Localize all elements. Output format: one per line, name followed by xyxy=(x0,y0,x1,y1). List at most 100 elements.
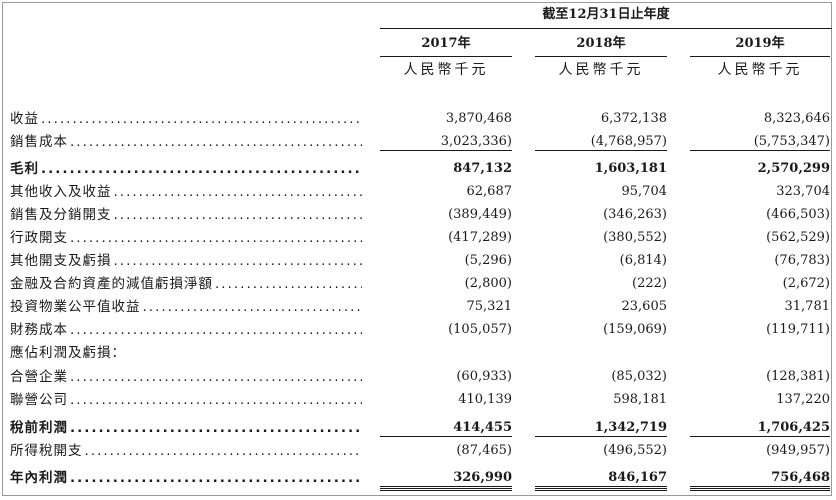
value-cell: 1,342,719 xyxy=(594,420,667,435)
row-label-text: 合營企業 xyxy=(10,369,70,385)
dot-leader: ........................................… xyxy=(70,322,362,338)
value-cell: 62,687 xyxy=(466,184,513,199)
value-cell: 3,023,336) xyxy=(440,134,512,149)
row-label: 行政開支....................................… xyxy=(10,227,362,249)
row-label: 毛利......................................… xyxy=(10,158,362,180)
value-cell: (222) xyxy=(632,276,667,291)
row-label-text: 應佔利潤及虧損： xyxy=(10,345,128,361)
subtotal-rule xyxy=(380,486,512,487)
subtotal-rule xyxy=(535,486,667,487)
row-label: 應佔利潤及虧損： xyxy=(10,342,362,364)
value-cell: (119,711) xyxy=(766,322,830,337)
value-cell: 75,321 xyxy=(466,299,513,314)
value-cell: (60,933) xyxy=(456,369,512,384)
table-row: 財務成本....................................… xyxy=(0,319,836,341)
dot-leader: ........................................… xyxy=(113,207,363,223)
year-rule xyxy=(690,56,830,57)
total-double-rule xyxy=(690,488,830,491)
row-label: 銷售及分銷開支.................................… xyxy=(10,204,362,226)
dot-leader: ........................................… xyxy=(142,299,363,315)
value-cell: (562,529) xyxy=(766,230,830,245)
value-cell: 847,132 xyxy=(453,161,512,176)
value-cell: (389,449) xyxy=(448,207,512,222)
row-label-text: 聯營公司 xyxy=(10,392,70,408)
value-cell: 598,181 xyxy=(613,392,667,407)
unit-label: 人民幣千元 xyxy=(717,62,803,78)
dot-leader: ........................................… xyxy=(70,134,362,150)
row-label-text: 金融及合約資產的減值虧損淨額 xyxy=(10,276,215,292)
value-cell: (87,465) xyxy=(456,443,512,458)
unit-label: 人民幣千元 xyxy=(403,62,489,78)
subtotal-rule xyxy=(380,436,512,437)
value-cell: 3,870,468 xyxy=(445,111,512,126)
row-label-text: 銷售及分銷開支 xyxy=(10,207,114,223)
row-label: 所得稅開支...................................… xyxy=(10,440,362,462)
table-row: 所得稅開支...................................… xyxy=(0,440,836,462)
subtotal-rule xyxy=(690,486,830,487)
dot-leader: ........................................… xyxy=(41,111,362,127)
year-2018-heading: 2018年 xyxy=(576,36,626,51)
dot-leader: ........................................… xyxy=(113,184,363,200)
table-row: 銷售及分銷開支.................................… xyxy=(0,204,836,226)
value-cell: 410,139 xyxy=(458,392,512,407)
value-cell xyxy=(380,342,512,364)
row-label: 財務成本....................................… xyxy=(10,319,362,341)
table-row: 應佔利潤及虧損： xyxy=(0,342,836,364)
value-cell: (417,289) xyxy=(448,230,512,245)
year-2017-heading: 2017年 xyxy=(421,36,471,51)
value-cell: (2,672) xyxy=(782,276,830,291)
row-label: 合營企業....................................… xyxy=(10,366,362,388)
value-cell: (105,057) xyxy=(448,322,512,337)
unit-label: 人民幣千元 xyxy=(558,62,644,78)
value-cell: (346,263) xyxy=(603,207,667,222)
total-double-rule xyxy=(380,488,512,491)
table-row: 行政開支....................................… xyxy=(0,227,836,249)
dot-leader: ........................................… xyxy=(84,443,363,459)
subtotal-rule xyxy=(380,150,512,151)
row-label: 投資物業公平值收益...............................… xyxy=(10,296,362,318)
row-label: 收益......................................… xyxy=(10,108,362,130)
table-row: 其他開支及虧損.................................… xyxy=(0,250,836,272)
period-heading: 截至12月31日止年度 xyxy=(542,7,670,22)
row-label-text: 銷售成本 xyxy=(10,134,70,150)
value-cell: 1,603,181 xyxy=(594,161,667,176)
table-row: 年內利潤....................................… xyxy=(0,467,836,489)
dot-leader: ........................................… xyxy=(70,369,362,385)
value-cell: 23,605 xyxy=(621,299,668,314)
value-cell: 756,468 xyxy=(771,470,830,485)
value-cell: 1,706,425 xyxy=(757,420,830,435)
value-cell: 8,323,646 xyxy=(763,111,830,126)
table-row: 收益......................................… xyxy=(0,108,836,130)
row-label: 銷售成本....................................… xyxy=(10,131,362,153)
dot-leader: ........................................… xyxy=(113,253,363,269)
value-cell: 323,704 xyxy=(776,184,830,199)
value-cell: (4,768,957) xyxy=(590,134,667,149)
year-rule xyxy=(380,56,512,57)
value-cell: 414,455 xyxy=(453,420,512,435)
year-rule xyxy=(535,56,667,57)
row-label-text: 行政開支 xyxy=(10,230,70,246)
value-cell: 326,990 xyxy=(453,470,512,485)
table-row: 銷售成本....................................… xyxy=(0,131,836,153)
row-label-text: 其他開支及虧損 xyxy=(10,253,114,269)
dot-leader: ........................................… xyxy=(70,420,362,436)
dot-leader: ........................................… xyxy=(41,161,362,177)
row-label-text: 年內利潤 xyxy=(10,470,70,486)
value-cell: (6,814) xyxy=(619,253,667,268)
total-double-rule xyxy=(535,488,667,491)
value-cell: (5,296) xyxy=(464,253,512,268)
row-label: 聯營公司....................................… xyxy=(10,389,362,411)
table-row: 稅前利潤....................................… xyxy=(0,417,836,439)
value-cell: (380,552) xyxy=(603,230,667,245)
row-label: 其他收入及收益.................................… xyxy=(10,181,362,203)
row-label: 稅前利潤....................................… xyxy=(10,417,362,439)
value-cell: 2,570,299 xyxy=(757,161,830,176)
value-cell: (5,753,347) xyxy=(753,134,830,149)
row-label: 其他開支及虧損.................................… xyxy=(10,250,362,272)
table-row: 合營企業....................................… xyxy=(0,366,836,388)
row-label-text: 所得稅開支 xyxy=(10,443,85,459)
value-cell: 95,704 xyxy=(621,184,668,199)
table-row: 其他收入及收益.................................… xyxy=(0,181,836,203)
table-row: 毛利......................................… xyxy=(0,158,836,180)
value-cell: (76,783) xyxy=(774,253,830,268)
